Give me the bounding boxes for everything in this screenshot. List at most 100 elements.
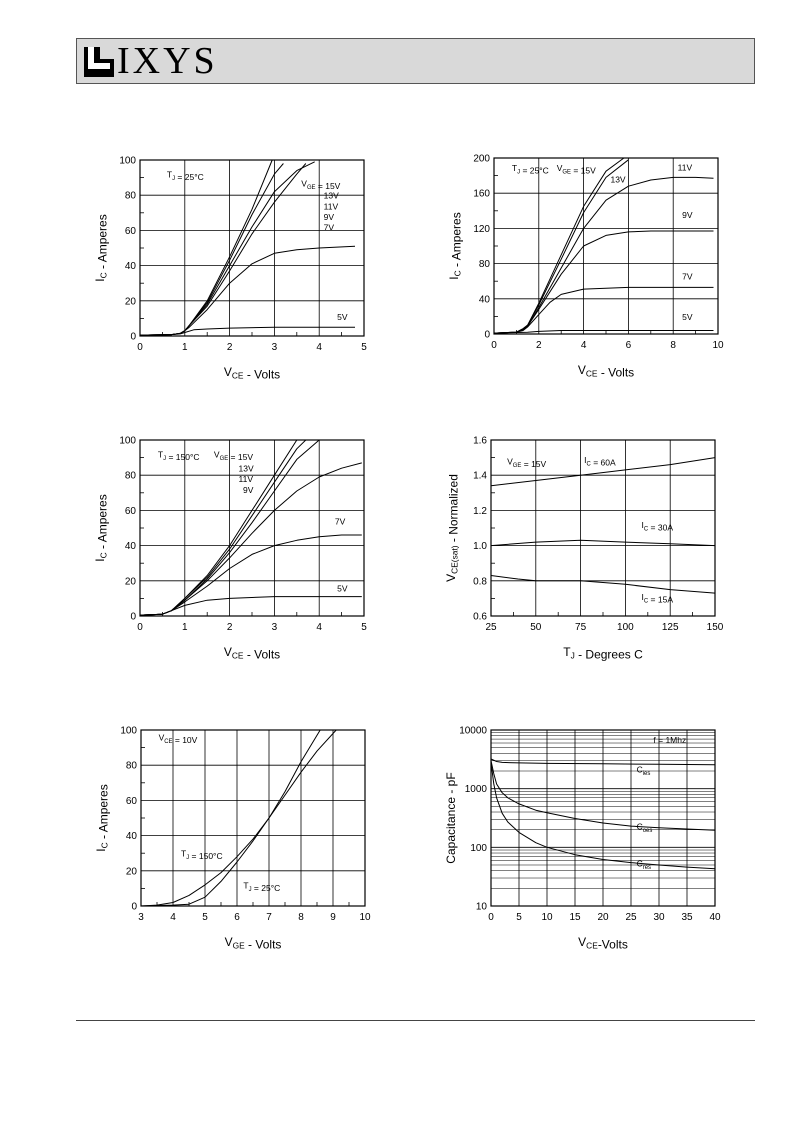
plot-frame	[490, 439, 716, 617]
y-tick-label: 1.2	[473, 506, 487, 517]
y-tick-label: 0	[130, 612, 136, 623]
y-axis-label: Capacitance - pF	[444, 772, 458, 863]
annotation-label: VGE = 15V	[507, 457, 546, 470]
y-axis-label: IC - Amperes	[94, 784, 111, 851]
x-tick-label: 6	[626, 340, 632, 351]
y-axis-label: IC - Amperes	[447, 212, 464, 279]
x-axis-label: VCE - Volts	[224, 365, 280, 382]
y-tick-label: 20	[125, 576, 137, 587]
x-axis-label: VCE - Volts	[578, 363, 634, 380]
series-line-1	[490, 457, 716, 487]
ixys-logo-icon	[84, 47, 114, 77]
y-tick-label: 60	[125, 506, 137, 517]
y-tick-label: 0	[131, 902, 137, 913]
x-tick-label: 20	[597, 912, 609, 923]
x-tick-label: 5	[516, 912, 522, 923]
annotation-label: 13V	[239, 464, 254, 474]
x-tick-label: 40	[709, 912, 721, 923]
annotation-label: 11V	[239, 474, 254, 484]
series-line-2	[490, 539, 716, 547]
x-tick-label: 5	[361, 342, 367, 353]
y-tick-label: 80	[126, 761, 138, 772]
annotation-label: Cies	[637, 764, 651, 777]
x-tick-label: 4	[170, 912, 176, 923]
annotation-label: 13V	[610, 175, 625, 185]
x-tick-label: 75	[575, 622, 587, 633]
y-tick-label: 60	[126, 796, 138, 807]
series-line-3	[490, 762, 716, 870]
x-tick-label: 6	[234, 912, 240, 923]
x-axis-label: VCE-Volts	[578, 935, 628, 952]
x-tick-label: 9	[330, 912, 336, 923]
plot-frame	[140, 729, 366, 907]
y-tick-label: 0.6	[473, 612, 487, 623]
series-line-2	[140, 729, 337, 907]
x-tick-label: 1	[182, 622, 188, 633]
y-tick-label: 40	[479, 294, 491, 305]
x-tick-label: 0	[137, 342, 143, 353]
x-tick-label: 3	[138, 912, 144, 923]
extended-output-characteristics-25c-chart: 0 2 4 6 8 10 0 40 80 120 160 200 VCE - Volts IC - Amp…	[440, 148, 730, 418]
series-line-4	[493, 230, 714, 334]
plot-frame	[490, 729, 716, 907]
series-line-3	[139, 161, 315, 336]
y-tick-label: 0	[484, 330, 490, 341]
series-line-3	[490, 575, 716, 594]
y-tick-label: 10000	[459, 726, 487, 737]
annotation-label: 7V	[324, 222, 335, 232]
series-line-6	[493, 330, 714, 334]
y-tick-label: 10	[476, 902, 488, 913]
annotation-label: 7V	[335, 516, 346, 526]
y-tick-label: 120	[473, 224, 490, 235]
annotation-label: TJ = 150°C	[158, 450, 200, 463]
x-axis-label: VGE - Volts	[225, 935, 282, 952]
series-line-2	[139, 163, 284, 336]
annotation-label: VGE = 15V	[557, 163, 596, 176]
x-tick-label: 4	[316, 342, 322, 353]
series-line-5	[493, 286, 714, 334]
x-tick-label: 5	[361, 622, 367, 633]
x-tick-label: 25	[485, 622, 497, 633]
y-axis-label: IC - Amperes	[93, 494, 110, 561]
series-line-5	[139, 534, 362, 616]
x-tick-label: 4	[316, 622, 322, 633]
series-line-2	[490, 760, 716, 831]
annotation-label: TJ = 150°C	[181, 849, 223, 862]
annotation-label: 5V	[682, 312, 693, 322]
series-line-5	[139, 245, 356, 336]
x-tick-label: 2	[536, 340, 542, 351]
annotation-label: IC = 30A	[642, 520, 674, 533]
x-tick-label: 7	[266, 912, 272, 923]
page-header: IXYS	[76, 38, 755, 84]
y-axis-label: VCE(sat) - Normalized	[444, 474, 461, 582]
y-tick-label: 40	[126, 831, 138, 842]
x-tick-label: 2	[227, 622, 233, 633]
x-axis-label: VCE - Volts	[224, 645, 280, 662]
transfer-characteristics-chart: 3 4 5 6 7 8 9 10 0 20 40 60 80 100 VGE - Volts IC - Amp…	[87, 720, 377, 990]
grid	[140, 729, 366, 907]
y-tick-label: 40	[125, 541, 137, 552]
y-tick-label: 80	[125, 191, 137, 202]
x-tick-label: 15	[569, 912, 581, 923]
y-tick-label: 1.4	[473, 471, 487, 482]
annotation-label: IC = 15A	[642, 592, 674, 605]
y-tick-label: 200	[473, 154, 490, 165]
series-line-1	[140, 729, 321, 907]
series-line-6	[139, 596, 362, 616]
y-tick-label: 0.8	[473, 576, 487, 587]
y-tick-label: 1.0	[473, 541, 487, 552]
y-tick-label: 1000	[465, 784, 488, 795]
annotation-label: TJ = 25°C	[243, 880, 280, 893]
annotation-label: 11V	[324, 201, 339, 211]
x-tick-label: 100	[617, 622, 634, 633]
vcesat-temperature-chart: 25 50 75 100 125 150 0.6 0.8 1.0 1.2 1.4 1.6 TJ - De…	[437, 430, 727, 700]
x-tick-label: 30	[653, 912, 665, 923]
plot-frame	[139, 159, 365, 337]
annotation-label: TJ = 25°C	[167, 170, 204, 183]
annotation-label: IC = 60A	[584, 455, 616, 468]
y-tick-label: 100	[119, 156, 136, 167]
annotation-label: 11V	[678, 162, 693, 172]
x-tick-label: 0	[137, 622, 143, 633]
annotation-label: 9V	[243, 485, 254, 495]
grid	[493, 157, 719, 335]
